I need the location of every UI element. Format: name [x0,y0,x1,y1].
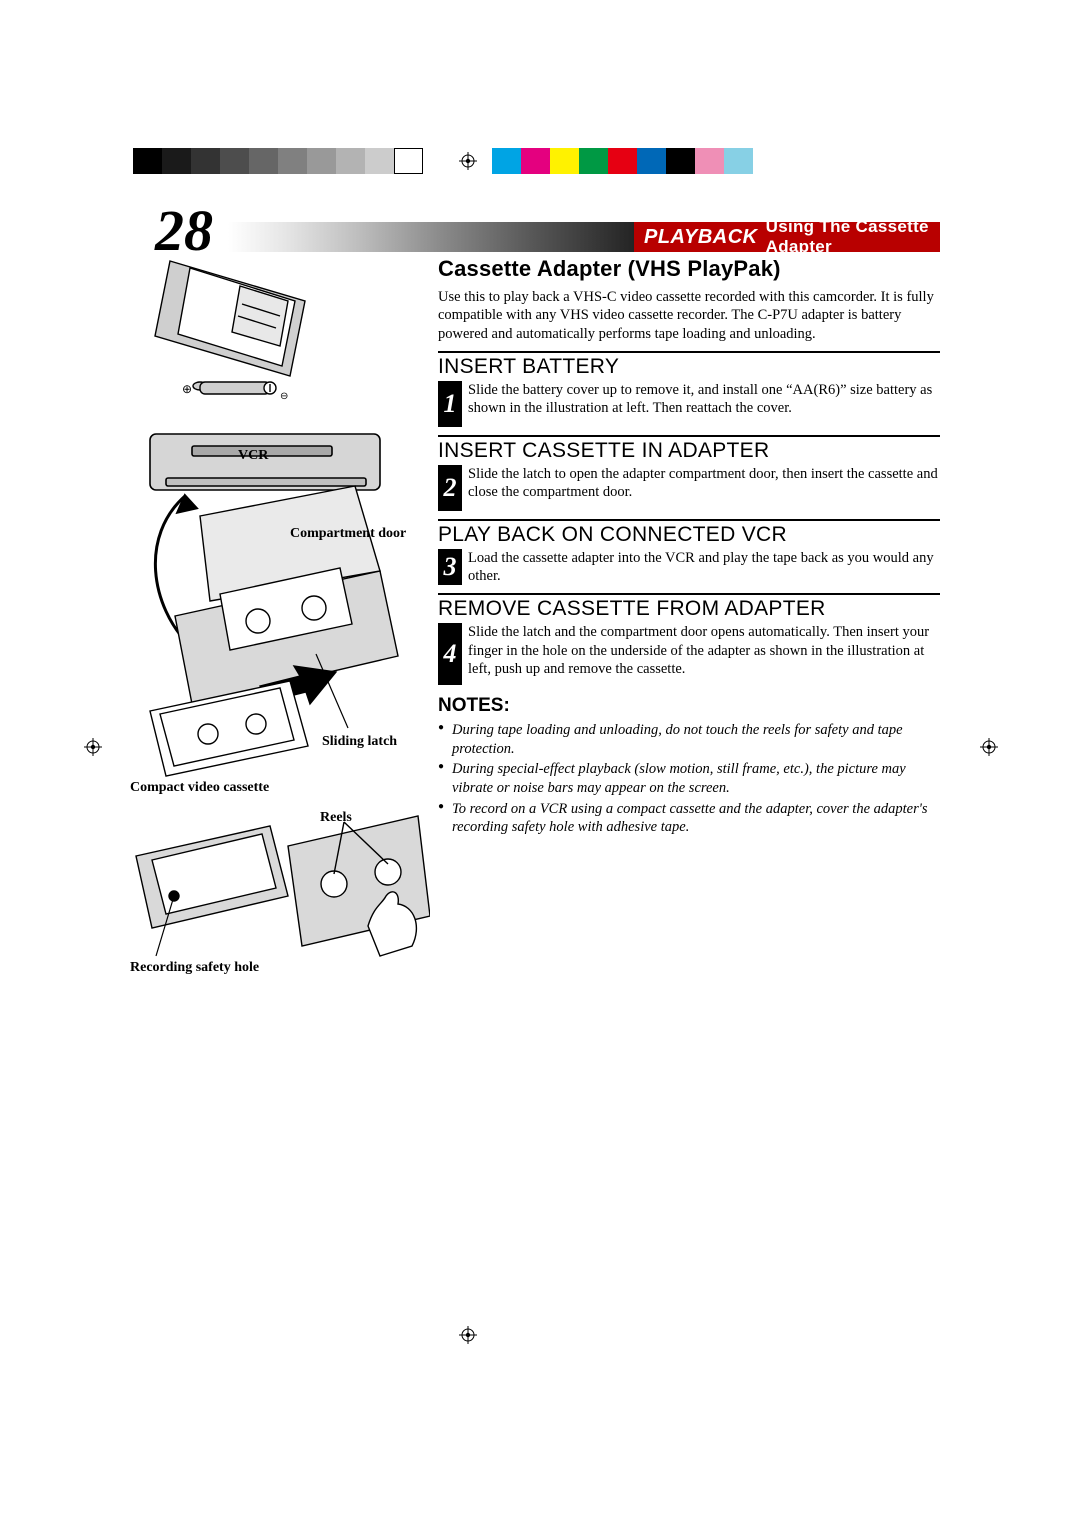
page-number: 28 [155,202,213,260]
label-reels: Reels [320,810,352,826]
illustration-column: ⊕ ⊖ [130,256,430,1016]
step-text: Slide the battery cover up to remove it,… [468,381,940,418]
step-text: Load the cassette adapter into the VCR a… [468,549,940,586]
step-2: INSERT CASSETTE IN ADAPTER 2 Slide the l… [438,439,940,511]
step-heading: REMOVE CASSETTE FROM ADAPTER [438,597,940,621]
notes-heading: NOTES: [438,695,940,717]
step-number-badge: 4 [438,623,462,685]
step-heading: PLAY BACK ON CONNECTED VCR [438,523,940,547]
label-recording-safety-hole: Recording safety hole [130,960,259,976]
step-3: PLAY BACK ON CONNECTED VCR 3 Load the ca… [438,523,940,586]
divider [438,519,940,521]
step-4: REMOVE CASSETTE FROM ADAPTER 4 Slide the… [438,597,940,685]
grayscale-swatches [133,148,423,174]
registration-mark-icon [459,152,477,170]
note-item: During tape loading and unloading, do no… [438,721,940,758]
registration-mark-icon [980,738,998,756]
note-item: To record on a VCR using a compact casse… [438,800,940,837]
step-heading: INSERT CASSETTE IN ADAPTER [438,439,940,463]
color-swatches [492,148,753,174]
label-vcr: VCR [238,448,268,464]
step-number-badge: 3 [438,549,462,585]
step-text: Slide the latch and the compartment door… [468,623,940,678]
svg-text:⊕: ⊕ [182,382,192,396]
step-1: INSERT BATTERY 1 Slide the battery cover… [438,355,940,427]
registration-mark-icon [459,1326,477,1344]
page-title: PLAYBACK Using The Cassette Adapter [634,222,940,252]
label-compartment-door: Compartment door [290,526,406,542]
intro-paragraph: Use this to play back a VHS-C video cass… [438,288,940,343]
note-item: During special-effect playback (slow mot… [438,760,940,797]
step-heading: INSERT BATTERY [438,355,940,379]
text-column: Cassette Adapter (VHS PlayPak) Use this … [438,256,940,839]
title-suffix: Using The Cassette Adapter [766,217,932,257]
step-number-badge: 1 [438,381,462,427]
divider [438,593,940,595]
label-sliding-latch: Sliding latch [322,734,397,750]
registration-mark-icon [84,738,102,756]
title-prefix: PLAYBACK [644,226,758,249]
step-text: Slide the latch to open the adapter comp… [468,465,940,502]
page-title-band: PLAYBACK Using The Cassette Adapter [228,222,940,252]
cassette-adapter-diagram: ⊕ ⊖ [130,256,430,1016]
label-compact-cassette: Compact video cassette [130,780,269,796]
section-title: Cassette Adapter (VHS PlayPak) [438,256,940,282]
notes-list: During tape loading and unloading, do no… [438,721,940,836]
svg-text:⊖: ⊖ [280,391,288,402]
step-number-badge: 2 [438,465,462,511]
divider [438,435,940,437]
printer-calibration-bars [0,148,1080,174]
divider [438,351,940,353]
